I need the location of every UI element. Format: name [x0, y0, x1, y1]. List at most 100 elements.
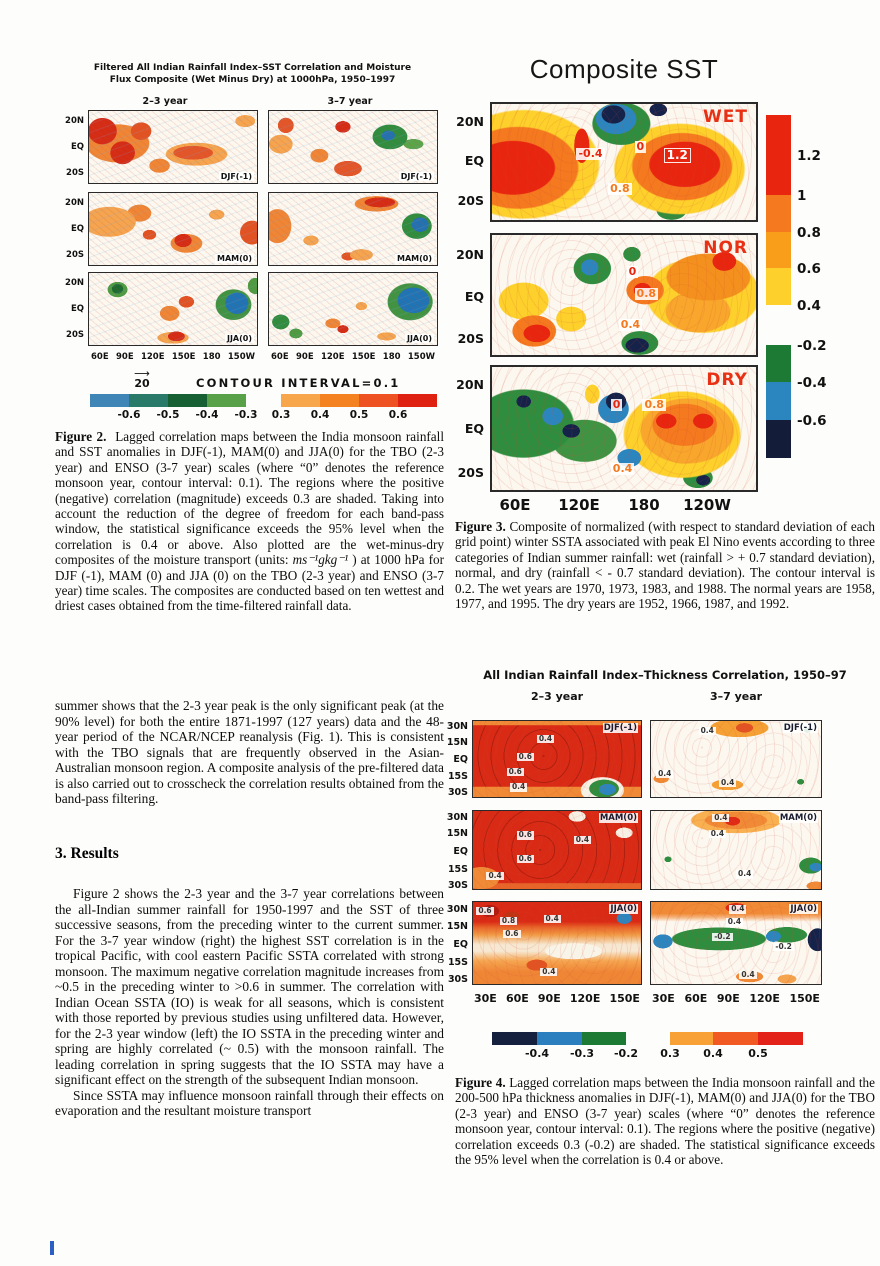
figure2-panel-label: MAM(0): [395, 254, 434, 263]
contour-annotation: 0.4: [736, 869, 754, 879]
figure4-col-header-23: 2–3 year: [530, 690, 584, 703]
contour-annotation: 0: [610, 397, 623, 412]
paragraph: summer shows that the 2-3 year peak is t…: [55, 698, 444, 806]
figure2-xtick: 180: [382, 352, 401, 362]
vector-arrow-icon: ⟶: [134, 367, 150, 380]
figure2-map-mam-37yr: MAM(0): [268, 192, 438, 266]
figure4-xtick: 60E: [505, 992, 529, 1005]
figure3-map-dry: DRY 0 0.8 0.4: [490, 365, 758, 492]
figure3-colorbar-label: 0.4: [797, 298, 821, 314]
figure4-colorbar-label: -0.4: [524, 1047, 550, 1060]
figure2-xtick: 120E: [140, 352, 165, 362]
colorbar-segment: [492, 1032, 537, 1045]
contour-annotation: 0.6: [516, 830, 534, 840]
figure4-panel-label: MAM(0): [778, 813, 818, 823]
figure2-colorbar-label: -0.4: [195, 409, 219, 421]
figure4-map-jja-37yr: JJA(0) 0.4 0.4 -0.2 -0.2 0.4: [650, 901, 822, 985]
contour-annotation: 0.6: [516, 751, 534, 762]
contour-annotation: 0.4: [698, 726, 716, 736]
contour-annotation: 0.4: [543, 914, 561, 924]
figure2-xtick: 150W: [407, 352, 435, 362]
figure3-xtick: 180: [628, 496, 660, 514]
figure2-ytick: EQ: [70, 142, 84, 152]
figure2-xtick: 180: [202, 352, 221, 362]
figure2-ytick: EQ: [70, 304, 84, 314]
figure4-caption-label: Figure 4.: [455, 1075, 506, 1090]
colorbar-segment: [582, 1032, 626, 1045]
figure2-colorbar: [90, 394, 437, 407]
figure3-colorbar-label: -0.6: [797, 413, 827, 429]
contour-annotation: 0.4: [573, 834, 592, 845]
figure2-xtick: 150E: [351, 352, 376, 362]
colorbar-gap: [626, 1032, 670, 1045]
contour-annotation: 0.8: [608, 181, 632, 195]
figure2-caption-text-b: ) at 1000 hPa for DJF (-1), MAM (0) and …: [55, 552, 444, 614]
figure4-colorbar: [492, 1032, 803, 1045]
figure2-caption-units: ms⁻¹gkg⁻¹: [292, 552, 349, 568]
figure4-xaxis-left: 30E 60E 90E 120E 150E: [472, 992, 642, 1005]
figure4-ytick: 30S: [447, 787, 468, 798]
contour-annotation: 0.4: [486, 870, 504, 881]
colorbar-segment: [766, 115, 791, 195]
figure4-ytick: 15S: [447, 957, 468, 968]
contour-annotation: 0.8: [499, 915, 518, 925]
colorbar-segment: [537, 1032, 582, 1045]
figure3-ytick: EQ: [464, 421, 484, 436]
section-heading-results: 3. Results: [55, 845, 119, 862]
figure2-xtick: 150W: [227, 352, 255, 362]
figure4-ytick: 30N: [446, 904, 468, 915]
figure4-xtick: 30E: [652, 992, 675, 1005]
figure4-panel-label: JJA(0): [789, 904, 818, 914]
figure2-caption-text-a: Lagged correlation maps between the Indi…: [55, 429, 444, 568]
figure2-xtick: 60E: [91, 352, 109, 362]
figure3-colorbar-label: 0.6: [797, 261, 821, 277]
figure3-panel-label-dry: DRY: [706, 370, 748, 390]
scan-artifact-mark: [50, 1241, 54, 1255]
figure3-ytick: EQ: [464, 153, 484, 168]
figure2-map-jja-37yr: JJA(0): [268, 272, 438, 346]
figure3-colorbar-label: -0.2: [797, 338, 827, 354]
figure4-map-djf-23yr: DJF(-1) 0.4 0.6 0.6 0.4: [472, 720, 642, 798]
figure2-panel-label: DJF(-1): [218, 172, 254, 181]
contour-annotation: -0.4: [576, 147, 605, 161]
figure2-panel-label: JJA(0): [224, 334, 254, 343]
colorbar-gap: [766, 305, 791, 345]
colorbar-segment: [766, 420, 791, 458]
figure2-col-header-37: 3–7 year: [327, 96, 373, 107]
figure2-title-line2: Flux Composite (Wet Minus Dry) at 1000hP…: [109, 74, 396, 85]
contour-annotation: 0.8: [642, 397, 666, 412]
figure2-colorbar-label: 0.5: [349, 409, 369, 421]
figure4-ytick: 30N: [446, 721, 468, 732]
figure2-panel-label: DJF(-1): [398, 172, 434, 181]
contour-annotation: -0.2: [712, 932, 733, 942]
figure2-contour-note: CONTOUR INTERVAL=0.1: [196, 376, 401, 390]
figure4-xtick: 60E: [684, 992, 708, 1005]
figure3-ytick: 20S: [457, 193, 484, 208]
figure2-ytick: 20N: [65, 198, 84, 208]
figure4-ytick: 15N: [446, 737, 468, 748]
vector-scale-key: ⟶ 20: [128, 367, 156, 389]
figure4-xaxis-right: 30E 60E 90E 120E 150E: [650, 992, 822, 1005]
figure2-colorbar-label: -0.6: [117, 409, 141, 421]
colorbar-segment: [359, 394, 398, 407]
colorbar-segment: [766, 195, 791, 232]
figure3-caption-text: Composite of normalized (with respect to…: [455, 519, 876, 612]
figure4-ytick: 30N: [446, 812, 468, 823]
colorbar-segment: [90, 394, 129, 407]
figure3-caption: Figure 3. Composite of normalized (with …: [455, 519, 875, 611]
figure2-ytick: 20S: [66, 330, 84, 340]
contour-annotation: 1.2: [663, 148, 691, 164]
figure3-colorbar-label: -0.4: [797, 375, 827, 391]
contour-annotation: 0.6: [503, 928, 521, 939]
figure2-xaxis-left: 60E 90E 120E 150E 180 150W: [88, 352, 258, 362]
figure3-ytick: 20N: [456, 114, 484, 129]
contour-annotation: 0: [634, 140, 647, 154]
figure3-map-nor: NOR 0 0.8 0.4: [490, 233, 758, 357]
figure4-colorbar-label: 0.4: [703, 1047, 723, 1060]
figure3-colorbar-label: 0.8: [797, 225, 821, 241]
figure4-colorbar-label: 0.5: [748, 1047, 768, 1060]
figure2-ytick: 20S: [66, 250, 84, 260]
figure3-panel-label-nor: NOR: [703, 238, 748, 258]
figure4-colorbar-label: -0.3: [569, 1047, 595, 1060]
figure2-ytick: EQ: [70, 224, 84, 234]
